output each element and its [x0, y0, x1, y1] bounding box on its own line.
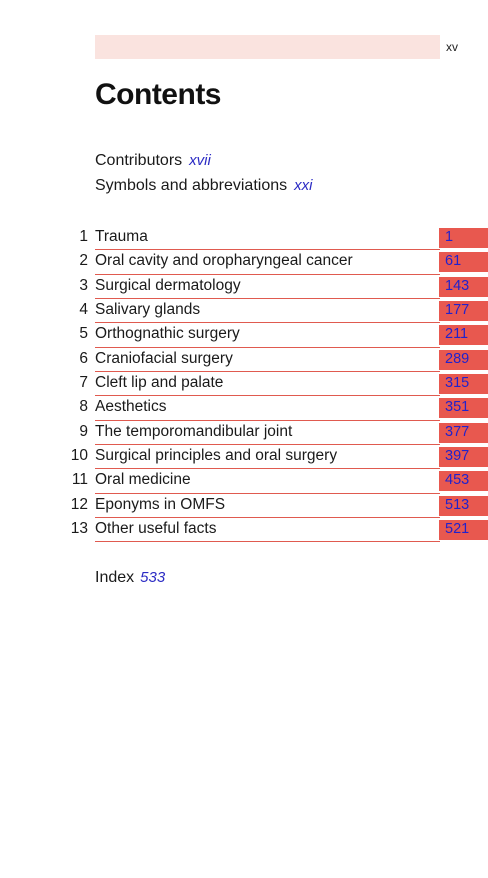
chapter-row[interactable]: 2 Oral cavity and oropharyngeal cancer 6… — [0, 250, 488, 275]
chapter-row[interactable]: 8 Aesthetics 351 — [0, 396, 488, 421]
chapter-list: 1 Trauma 1 2 Oral cavity and oropharynge… — [0, 226, 488, 543]
row-divider — [95, 273, 440, 275]
chapter-number: 12 — [70, 495, 88, 513]
front-matter-item-contributors[interactable]: Contributors xvii — [95, 151, 312, 176]
chapter-number: 8 — [79, 398, 88, 416]
chapter-number: 5 — [79, 325, 88, 343]
chapter-page-link[interactable]: 211 — [445, 326, 469, 343]
chapter-page-link[interactable]: 513 — [445, 496, 470, 513]
row-divider — [95, 371, 440, 373]
chapter-row[interactable]: 11 Oral medicine 453 — [0, 469, 488, 494]
chapter-row[interactable]: 1 Trauma 1 — [0, 226, 488, 251]
chapter-row[interactable]: 13 Other useful facts 521 — [0, 518, 488, 543]
chapter-number: 1 — [79, 228, 88, 245]
index-label: Index — [95, 569, 135, 586]
chapter-page-tab — [439, 447, 488, 468]
chapter-page-link[interactable]: 351 — [445, 399, 470, 416]
front-matter-label: Symbols and abbreviations — [95, 177, 288, 194]
chapter-title[interactable]: Craniofacial surgery — [95, 349, 233, 367]
row-divider — [95, 444, 440, 446]
chapter-title[interactable]: Orthognathic surgery — [95, 325, 240, 343]
chapter-page-tab — [439, 398, 488, 419]
chapter-number: 2 — [79, 252, 88, 270]
chapter-title[interactable]: The temporomandibular joint — [95, 422, 293, 440]
row-divider — [95, 541, 440, 543]
page-title: Contents — [95, 78, 222, 111]
chapter-page-link[interactable]: 315 — [445, 375, 470, 392]
chapter-page-link[interactable]: 377 — [445, 423, 470, 440]
row-divider — [95, 346, 440, 348]
chapter-number: 6 — [79, 349, 88, 367]
chapter-page-tab — [439, 471, 488, 492]
page-number: xv — [446, 40, 458, 54]
chapter-row[interactable]: 6 Craniofacial surgery 289 — [0, 348, 488, 373]
chapter-title[interactable]: Oral medicine — [95, 471, 191, 489]
chapter-row[interactable]: 9 The temporomandibular joint 377 — [0, 421, 488, 446]
chapter-page-link[interactable]: 61 — [445, 253, 462, 270]
chapter-page-link[interactable]: 453 — [445, 472, 470, 489]
chapter-number: 9 — [79, 422, 88, 440]
row-divider — [95, 492, 440, 494]
chapter-number: 10 — [70, 447, 88, 465]
chapter-title[interactable]: Oral cavity and oropharyngeal cancer — [95, 252, 353, 270]
row-divider — [95, 419, 440, 421]
chapter-title[interactable]: Trauma — [95, 228, 148, 245]
chapter-page-tab — [439, 422, 488, 443]
front-matter-label: Contributors — [95, 152, 183, 169]
chapter-title[interactable]: Salivary glands — [95, 301, 201, 319]
chapter-number: 13 — [70, 520, 88, 538]
chapter-title[interactable]: Surgical dermatology — [95, 276, 241, 294]
chapter-page-tab — [439, 252, 488, 273]
chapter-title[interactable]: Surgical principles and oral surgery — [95, 447, 338, 465]
chapter-page-link[interactable]: 521 — [445, 521, 470, 538]
chapter-title[interactable]: Aesthetics — [95, 398, 167, 416]
chapter-row[interactable]: 3 Surgical dermatology 143 — [0, 275, 488, 300]
chapter-page-link[interactable]: 177 — [445, 302, 470, 319]
chapter-row[interactable]: 10 Surgical principles and oral surgery … — [0, 445, 488, 470]
front-matter-list: Contributors xvii Symbols and abbreviatio… — [95, 151, 312, 201]
index-entry[interactable]: Index 533 — [95, 568, 165, 588]
chapter-row[interactable]: 5 Orthognathic surgery 211 — [0, 323, 488, 348]
chapter-page-tab — [439, 495, 488, 516]
front-matter-page-link[interactable]: xvii — [189, 152, 211, 169]
chapter-page-link[interactable]: 1 — [445, 229, 454, 245]
chapter-number: 3 — [79, 276, 88, 294]
chapter-page-tab — [439, 228, 488, 248]
row-divider — [95, 249, 440, 251]
row-divider — [95, 298, 440, 300]
chapter-number: 11 — [71, 471, 88, 489]
header-band — [95, 35, 440, 59]
chapter-page-link[interactable]: 397 — [445, 448, 470, 465]
front-matter-item-symbols[interactable]: Symbols and abbreviations xxi — [95, 176, 312, 201]
row-divider — [95, 322, 440, 324]
chapter-page-tab — [439, 325, 488, 346]
row-divider — [95, 395, 440, 397]
chapter-page-tab — [439, 276, 488, 297]
front-matter-page-link[interactable]: xxi — [294, 177, 313, 194]
chapter-row[interactable]: 4 Salivary glands 177 — [0, 299, 488, 324]
chapter-page-tab — [439, 520, 488, 541]
chapter-page-tab — [439, 301, 488, 322]
row-divider — [95, 517, 440, 519]
chapter-number: 7 — [79, 374, 88, 392]
chapter-title[interactable]: Other useful facts — [95, 520, 217, 538]
index-page-link[interactable]: 533 — [140, 569, 166, 586]
chapter-page-tab — [439, 349, 488, 370]
chapter-page-link[interactable]: 289 — [445, 350, 470, 367]
chapter-page-link[interactable]: 143 — [445, 277, 470, 294]
chapter-row[interactable]: 7 Cleft lip and palate 315 — [0, 372, 488, 397]
chapter-title[interactable]: Eponyms in OMFS — [95, 495, 226, 513]
chapter-row[interactable]: 12 Eponyms in OMFS 513 — [0, 494, 488, 519]
chapter-number: 4 — [79, 301, 88, 319]
row-divider — [95, 468, 440, 470]
chapter-title[interactable]: Cleft lip and palate — [95, 374, 224, 392]
chapter-page-tab — [439, 374, 488, 395]
